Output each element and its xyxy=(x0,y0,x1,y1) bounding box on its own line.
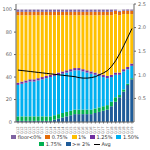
svg-text:1.5: 1.5 xyxy=(138,48,142,54)
html-text:1.25%: 1.25% xyxy=(96,134,113,140)
svg-text:2.5: 2.5 xyxy=(138,1,142,7)
svg-text:2Q19: 2Q19 xyxy=(130,126,134,134)
html-text:0.75%: 0.75% xyxy=(51,134,68,140)
html-text:1.75%: 1.75% xyxy=(45,141,62,147)
svg-text:0.5: 0.5 xyxy=(138,95,142,101)
svg-text:1.0: 1.0 xyxy=(138,72,142,78)
svg-text:0: 0 xyxy=(9,119,12,125)
html-text:1.50%: 1.50% xyxy=(122,134,139,140)
svg-text:40: 40 xyxy=(8,74,12,80)
svg-text:80: 80 xyxy=(8,29,12,35)
svg-text:100: 100 xyxy=(8,6,12,12)
html-text:floor<0%: floor<0% xyxy=(17,134,42,140)
html-text:>= 2%: >= 2% xyxy=(72,141,90,147)
svg-text:2.0: 2.0 xyxy=(138,24,142,30)
svg-text:60: 60 xyxy=(8,51,12,57)
svg-text:20: 20 xyxy=(8,96,12,102)
html-text:Avg: Avg xyxy=(101,141,111,147)
html-text:1%: 1% xyxy=(78,134,86,140)
